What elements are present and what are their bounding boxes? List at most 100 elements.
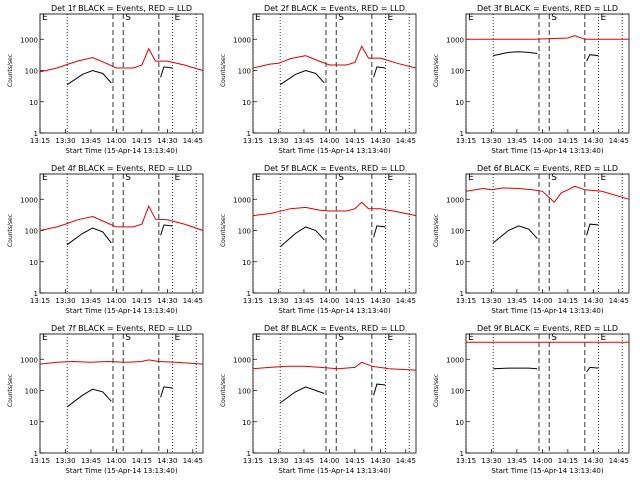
panel-5: Det 5f BLACK = Events, RED = LLD 1 10 100 10… bbox=[220, 164, 417, 315]
marker-label: E bbox=[387, 13, 393, 23]
marker-label: E bbox=[174, 333, 180, 343]
events-series bbox=[586, 54, 599, 62]
marker-label: E bbox=[387, 333, 393, 343]
panel-title: Det 3f BLACK = Events, RED = LLD bbox=[477, 4, 618, 13]
x-tick-label: 14:15 bbox=[132, 457, 152, 465]
marker-label: E bbox=[468, 13, 474, 23]
x-tick-label: 14:00 bbox=[106, 137, 126, 145]
y-tick-label: 10 bbox=[242, 259, 251, 267]
marker-label: S bbox=[125, 333, 131, 343]
events-series bbox=[279, 226, 325, 248]
marker-label: E bbox=[468, 333, 474, 343]
x-tick-label: 13:30 bbox=[55, 297, 75, 305]
x-tick-label: 13:45 bbox=[507, 297, 527, 305]
x-tick-label: 14:30 bbox=[583, 457, 603, 465]
x-tick-label: 14:45 bbox=[396, 137, 416, 145]
x-tick-label: 13:30 bbox=[55, 457, 75, 465]
y-axis-label: Counts/sec bbox=[220, 54, 227, 87]
lld-series bbox=[465, 185, 630, 204]
panel-title: Det 1f BLACK = Events, RED = LLD bbox=[51, 4, 192, 13]
x-tick-label: 13:15 bbox=[243, 137, 263, 145]
x-tick-label: 14:30 bbox=[583, 137, 603, 145]
y-tick-label: 10 bbox=[242, 419, 251, 427]
lld-series bbox=[252, 201, 417, 217]
plot-frame bbox=[465, 13, 630, 134]
y-tick-label: 1000 bbox=[446, 36, 464, 44]
x-tick-label: 14:15 bbox=[345, 457, 365, 465]
marker-label: E bbox=[600, 173, 606, 183]
x-axis-label: Start Time (15-Apr-14 13:13:40) bbox=[491, 307, 603, 315]
x-tick-label: 13:45 bbox=[507, 457, 527, 465]
plot-frame bbox=[465, 173, 630, 294]
marker-label: S bbox=[551, 173, 557, 183]
events-series bbox=[586, 223, 599, 236]
x-tick-label: 13:15 bbox=[30, 457, 50, 465]
y-axis-label: Counts/sec bbox=[7, 374, 14, 407]
marker-label: E bbox=[600, 13, 606, 23]
y-tick-label: 1000 bbox=[20, 36, 38, 44]
x-tick-label: 14:00 bbox=[532, 297, 552, 305]
y-axis-label: Counts/sec bbox=[433, 214, 440, 247]
y-tick-label: 10 bbox=[455, 99, 464, 107]
y-tick-label: 100 bbox=[451, 68, 464, 76]
x-tick-label: 14:15 bbox=[558, 457, 578, 465]
events-series bbox=[66, 227, 112, 246]
x-tick-label: 14:45 bbox=[183, 137, 203, 145]
y-tick-label: 1 bbox=[460, 130, 464, 138]
panel-7: Det 7f BLACK = Events, RED = LLD 1 10 100 10… bbox=[7, 324, 204, 475]
panel-1: Det 1f BLACK = Events, RED = LLD 1 10 100 10… bbox=[7, 4, 204, 155]
panel-title: Det 8f BLACK = Events, RED = LLD bbox=[264, 324, 405, 333]
events-series bbox=[66, 388, 112, 408]
plot-frame bbox=[39, 333, 204, 454]
marker-label: E bbox=[174, 173, 180, 183]
y-tick-label: 1 bbox=[247, 450, 251, 458]
y-tick-label: 1000 bbox=[233, 196, 251, 204]
x-tick-label: 14:00 bbox=[532, 457, 552, 465]
x-tick-label: 13:15 bbox=[456, 137, 476, 145]
x-tick-label: 13:45 bbox=[81, 137, 101, 145]
y-tick-label: 1000 bbox=[446, 196, 464, 204]
panel-title: Det 7f BLACK = Events, RED = LLD bbox=[51, 324, 192, 333]
events-series bbox=[373, 66, 386, 78]
x-tick-label: 13:30 bbox=[481, 457, 501, 465]
x-tick-label: 13:30 bbox=[481, 297, 501, 305]
marker-label: S bbox=[551, 13, 557, 23]
panel-title: Det 5f BLACK = Events, RED = LLD bbox=[264, 164, 405, 173]
marker-label: E bbox=[468, 173, 474, 183]
x-tick-label: 13:45 bbox=[81, 297, 101, 305]
x-tick-label: 13:45 bbox=[294, 457, 314, 465]
x-tick-label: 13:15 bbox=[243, 297, 263, 305]
x-tick-label: 14:30 bbox=[157, 137, 177, 145]
x-tick-label: 14:15 bbox=[345, 297, 365, 305]
x-tick-label: 14:15 bbox=[558, 297, 578, 305]
events-series bbox=[586, 366, 599, 373]
panel-9: Det 9f BLACK = Events, RED = LLD 1 10 100 10… bbox=[433, 324, 630, 475]
y-tick-label: 100 bbox=[25, 68, 38, 76]
x-tick-label: 14:00 bbox=[319, 137, 339, 145]
y-tick-label: 1 bbox=[460, 290, 464, 298]
marker-label: E bbox=[255, 13, 261, 23]
y-axis-label: Counts/sec bbox=[7, 54, 14, 87]
y-tick-label: 100 bbox=[451, 228, 464, 236]
panel-title: Det 9f BLACK = Events, RED = LLD bbox=[477, 324, 618, 333]
y-tick-label: 10 bbox=[29, 419, 38, 427]
marker-label: E bbox=[42, 173, 48, 183]
y-tick-label: 1 bbox=[460, 450, 464, 458]
lld-series bbox=[252, 361, 417, 371]
panel-3: Det 3f BLACK = Events, RED = LLD 1 10 100 10… bbox=[433, 4, 630, 155]
x-tick-label: 14:30 bbox=[157, 297, 177, 305]
lld-series bbox=[252, 45, 417, 69]
y-tick-label: 1000 bbox=[20, 356, 38, 364]
x-axis-label: Start Time (15-Apr-14 13:13:40) bbox=[278, 467, 390, 475]
y-tick-label: 10 bbox=[29, 259, 38, 267]
x-axis-label: Start Time (15-Apr-14 13:13:40) bbox=[278, 307, 390, 315]
x-tick-label: 13:15 bbox=[456, 457, 476, 465]
x-axis-label: Start Time (15-Apr-14 13:13:40) bbox=[278, 147, 390, 155]
y-tick-label: 1 bbox=[247, 290, 251, 298]
x-tick-label: 14:45 bbox=[396, 457, 416, 465]
x-tick-label: 14:00 bbox=[532, 137, 552, 145]
x-tick-label: 14:45 bbox=[609, 137, 629, 145]
x-tick-label: 14:00 bbox=[106, 457, 126, 465]
panel-title: Det 2f BLACK = Events, RED = LLD bbox=[264, 4, 405, 13]
